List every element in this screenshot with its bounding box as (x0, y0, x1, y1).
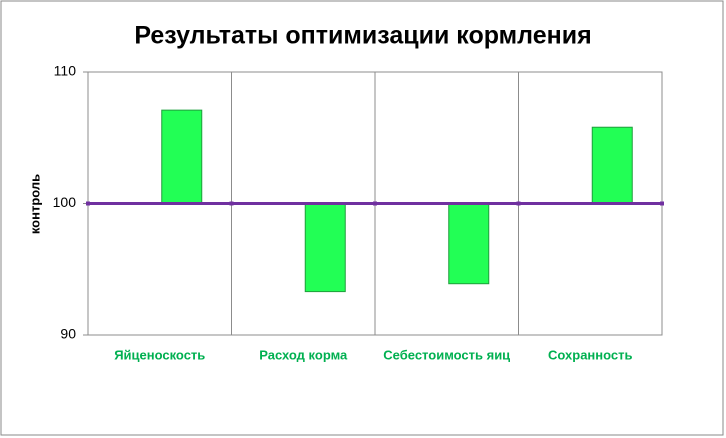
y-tick-label: 110 (54, 63, 77, 79)
bar (304, 203, 346, 293)
x-tick-label: Яйценоскость (114, 347, 205, 362)
chart-title: Результаты оптимизации кормления (134, 22, 591, 50)
base-marker (516, 201, 521, 206)
base-marker (660, 201, 664, 206)
base-marker (373, 201, 377, 206)
bar (591, 126, 633, 204)
base-marker (86, 201, 90, 206)
bar (161, 109, 203, 204)
x-tick-label: Себестоимость яиц (383, 347, 510, 362)
base-marker (229, 201, 234, 206)
x-tick-label: Сохранность (548, 347, 632, 362)
bar (448, 203, 490, 285)
y-tick-label: 90 (60, 326, 76, 342)
x-tick-label: Расход корма (259, 347, 348, 362)
y-axis-label: контроль (27, 174, 42, 234)
y-tick-label: 100 (53, 194, 77, 210)
